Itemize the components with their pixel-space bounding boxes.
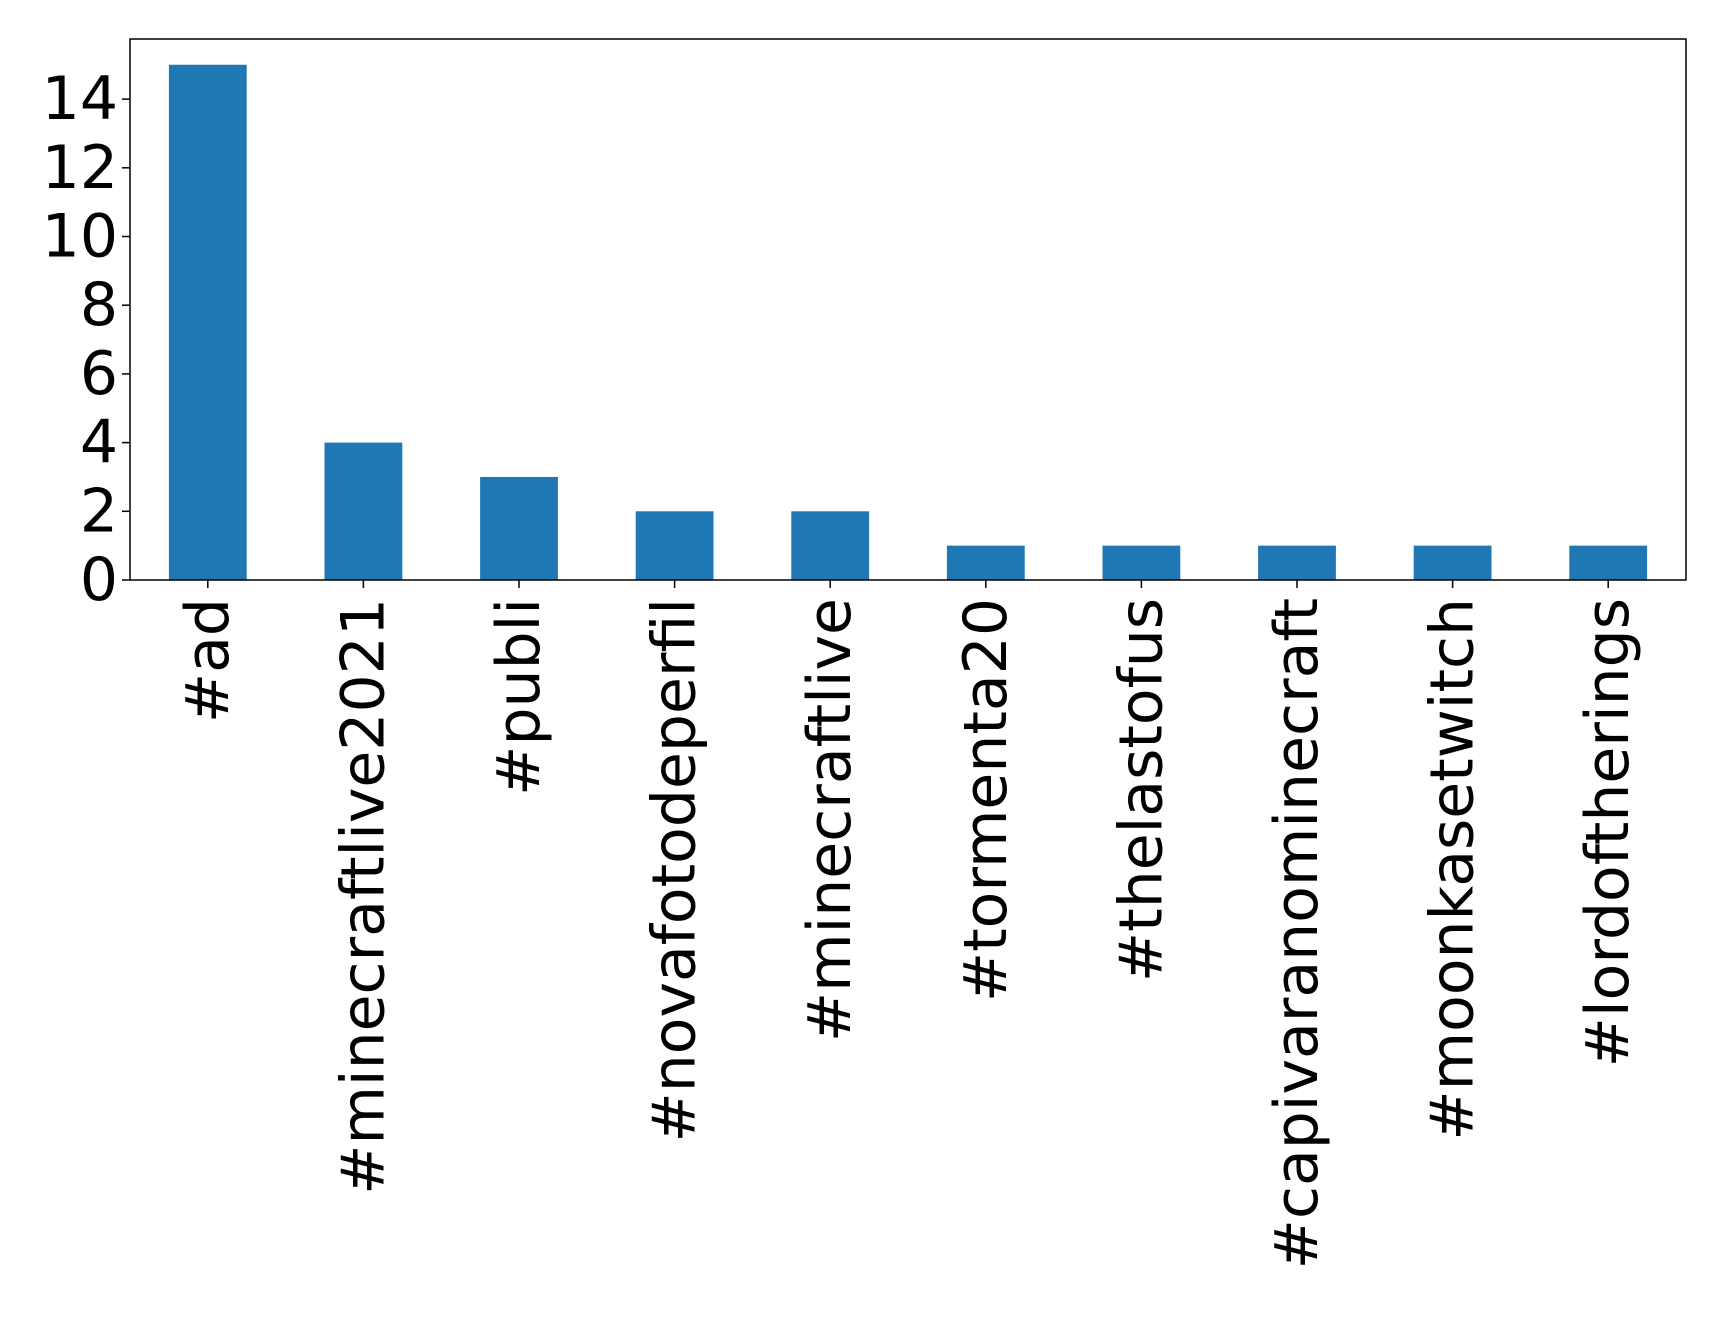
y-tick-label: 6 — [80, 339, 118, 409]
x-tick-label: #ad — [173, 598, 243, 723]
bar-moonkasetwitch — [1413, 545, 1492, 580]
bar-ad — [168, 64, 247, 580]
y-tick-label: 8 — [80, 270, 118, 340]
plot-frame — [129, 38, 1687, 581]
bar-minecraftlive2021 — [324, 442, 403, 580]
bar-novafotodeperfil — [635, 511, 714, 580]
y-tick-label: 10 — [42, 202, 118, 272]
bar-publi — [480, 476, 558, 580]
x-tick-label: #lordoftherings — [1573, 598, 1643, 1067]
bar-tormenta20 — [946, 545, 1025, 580]
x-tick-label: #minecraftlive2021 — [328, 598, 398, 1195]
x-tick-label: #minecraftlive — [795, 598, 865, 1042]
bar-thelastofus — [1102, 545, 1181, 580]
y-tick-label: 12 — [42, 133, 118, 203]
bars-layer — [168, 64, 1648, 580]
x-tick-label: #publi — [484, 598, 554, 796]
bar-lordoftherings — [1569, 545, 1648, 580]
bar-minecraftlive — [791, 511, 870, 580]
y-tick-label: 14 — [42, 64, 118, 134]
x-tick-label: #tormenta20 — [951, 598, 1021, 1002]
y-tick-label: 2 — [80, 476, 118, 546]
x-tick-layer: #ad #minecraftlive2021 #publi #novafotodepe… — [173, 580, 1643, 1269]
y-tick-label: 0 — [80, 545, 118, 615]
x-tick-label: #capivaranominecraft — [1262, 598, 1332, 1269]
bar-capivaranominecraft — [1258, 545, 1336, 580]
y-tick-label: 4 — [80, 408, 118, 478]
x-tick-label: #novafotodeperfil — [640, 598, 710, 1142]
x-tick-label: #thelastofus — [1106, 598, 1176, 982]
x-tick-label: #moonkasetwitch — [1418, 598, 1488, 1141]
